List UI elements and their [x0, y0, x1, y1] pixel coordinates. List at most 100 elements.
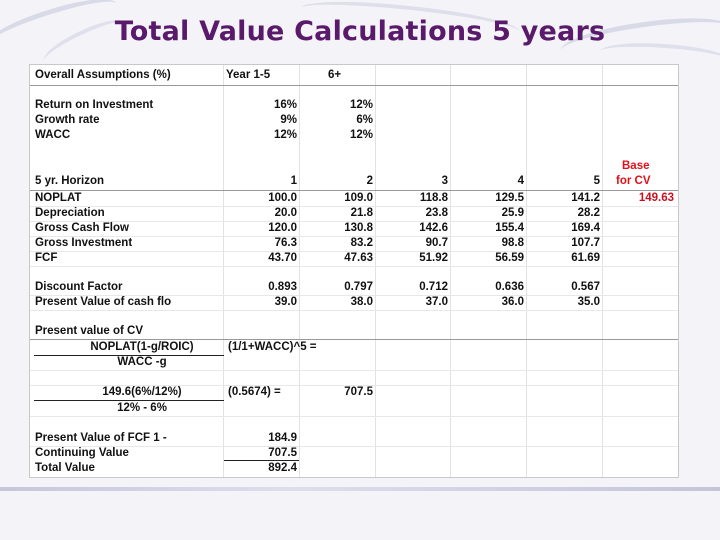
assumptions-header: Overall Assumptions (%) Year 1-5 6+	[30, 68, 678, 83]
horizon-value: 20.0	[274, 207, 297, 219]
horizon-row-gross-cash-flow: Gross Cash Flow 120.0 130.8 142.6 155.4 …	[30, 221, 678, 236]
cv-calc-row: 149.6(6%/12%) (0.5674) = 707.5	[30, 385, 678, 400]
assumption-row-wacc: WACC 12% 12%	[30, 128, 678, 143]
year-label: 4	[517, 175, 524, 187]
cv-calc-denominator: 12% - 6%	[117, 402, 167, 414]
assumptions-header-col2: 6+	[328, 69, 342, 81]
horizon-value: 83.2	[350, 237, 373, 249]
assumption-row-growth: Growth rate 9% 6%	[30, 113, 678, 128]
horizon-header-label: 5 yr. Horizon	[35, 175, 105, 187]
horizon-value: 109.0	[344, 192, 373, 204]
horizon-label: NOPLAT	[35, 192, 82, 204]
horizon-value: 28.2	[577, 207, 600, 219]
cv-formula-row: NOPLAT(1-g/ROIC) (1/1+WACC)^5 =	[30, 340, 678, 355]
horizon-value: 25.9	[501, 207, 524, 219]
summary-label: Total Value	[35, 462, 95, 474]
horizon-value: 98.8	[501, 237, 524, 249]
assumption-label: WACC	[35, 129, 71, 141]
horizon-value: 107.7	[571, 237, 600, 249]
horizon-row-noplat: NOPLAT 100.0 109.0 118.8 129.5 141.2 149…	[30, 191, 678, 206]
slide-title: Total Value Calculations 5 years	[114, 16, 606, 47]
horizon-value: 120.0	[268, 222, 297, 234]
horizon-value: 118.8	[419, 192, 448, 204]
horizon-value: 21.8	[350, 207, 373, 219]
assumptions-header-label: Overall Assumptions (%)	[35, 69, 171, 81]
assumption-value-1: 12%	[273, 129, 297, 141]
horizon-row-gross-investment: Gross Investment 76.3 83.2 90.7 98.8 107…	[30, 236, 678, 251]
cv-calc-divider	[34, 400, 224, 401]
discount-value: 0.712	[419, 281, 448, 293]
year-label: 5	[593, 175, 600, 187]
horizon-value: 142.6	[419, 222, 448, 234]
assumption-label: Return on Investment	[35, 99, 154, 111]
discount-value: 0.893	[268, 281, 297, 293]
horizon-value: 51.92	[419, 252, 448, 264]
assumption-row-roi: Return on Investment 16% 12%	[30, 98, 678, 113]
assumption-value-2: 6%	[356, 114, 373, 126]
discount-value: 0.636	[495, 281, 524, 293]
discount-label: Discount Factor	[35, 281, 123, 293]
assumption-value-1: 9%	[280, 114, 297, 126]
horizon-label: Gross Cash Flow	[35, 222, 129, 234]
horizon-row-fcf: FCF 43.70 47.63 51.92 56.59 61.69	[30, 251, 678, 266]
horizon-label: FCF	[35, 252, 58, 264]
horizon-value: 76.3	[274, 237, 297, 249]
horizon-row-depreciation: Depreciation 20.0 21.8 23.8 25.9 28.2	[30, 206, 678, 221]
summary-value: 707.5	[268, 447, 297, 459]
horizon-header: 5 yr. Horizon 1 2 3 4 5 for CV	[30, 174, 678, 189]
assumption-value-2: 12%	[349, 129, 373, 141]
cv-formula-divider	[34, 355, 224, 356]
horizon-value: 90.7	[425, 237, 448, 249]
horizon-value: 155.4	[495, 222, 524, 234]
discount-row-present-value: Present Value of cash flo 39.0 38.0 37.0…	[30, 295, 678, 310]
discount-value: 36.0	[501, 296, 524, 308]
summary-value: 892.4	[268, 462, 297, 474]
base-label-line1: Base	[622, 160, 650, 172]
horizon-value: 61.69	[571, 252, 600, 264]
discount-label: Present Value of cash flo	[35, 296, 172, 308]
cv-calc-numerator: 149.6(6%/12%)	[102, 386, 182, 398]
summary-divider	[224, 460, 299, 461]
horizon-value: 56.59	[495, 252, 524, 264]
summary-label: Continuing Value	[35, 447, 129, 459]
footer-divider	[0, 487, 720, 491]
cv-formula-numerator: NOPLAT(1-g/ROIC)	[90, 341, 194, 353]
discount-row-factor: Discount Factor 0.893 0.797 0.712 0.636 …	[30, 280, 678, 295]
discount-value: 0.567	[571, 281, 600, 293]
cv-base-value: 149.63	[638, 192, 674, 204]
year-label: 3	[441, 175, 448, 187]
summary-value: 184.9	[268, 432, 297, 444]
spreadsheet: Overall Assumptions (%) Year 1-5 6+ Retu…	[29, 64, 679, 478]
base-label-line2: for CV	[616, 175, 651, 187]
horizon-value: 130.8	[344, 222, 373, 234]
assumption-value-1: 16%	[273, 99, 297, 111]
cv-formula-denominator-row: WACC -g	[30, 355, 678, 370]
horizon-value: 100.0	[268, 192, 297, 204]
horizon-value: 141.2	[571, 192, 600, 204]
summary-row-total-value: Total Value 892.4	[30, 461, 678, 476]
horizon-label: Gross Investment	[35, 237, 133, 249]
cv-calc-result: 707.5	[344, 386, 373, 398]
cv-heading: Present value of CV	[35, 325, 144, 337]
horizon-value: 129.5	[495, 192, 524, 204]
discount-value: 0.797	[344, 281, 373, 293]
discount-value: 39.0	[274, 296, 297, 308]
horizon-value: 169.4	[571, 222, 600, 234]
discount-value: 35.0	[577, 296, 600, 308]
horizon-value: 43.70	[268, 252, 297, 264]
summary-label: Present Value of FCF 1 -	[35, 432, 167, 444]
cv-formula-denominator: WACC -g	[117, 356, 167, 368]
base-for-cv-label: Base	[30, 159, 678, 174]
cv-formula-factor: (1/1+WACC)^5 =	[228, 341, 317, 353]
summary-row-continuing-value: Continuing Value 707.5	[30, 446, 678, 461]
year-label: 2	[366, 175, 373, 187]
cv-calc-denominator-row: 12% - 6%	[30, 401, 678, 416]
horizon-label: Depreciation	[35, 207, 105, 219]
horizon-value: 47.63	[344, 252, 373, 264]
summary-row-pv-fcf: Present Value of FCF 1 - 184.9	[30, 431, 678, 446]
assumption-label: Growth rate	[35, 114, 100, 126]
discount-value: 38.0	[350, 296, 373, 308]
assumptions-header-col1: Year 1-5	[226, 69, 271, 81]
cv-calc-factor: (0.5674) =	[228, 386, 281, 398]
assumption-value-2: 12%	[349, 99, 373, 111]
